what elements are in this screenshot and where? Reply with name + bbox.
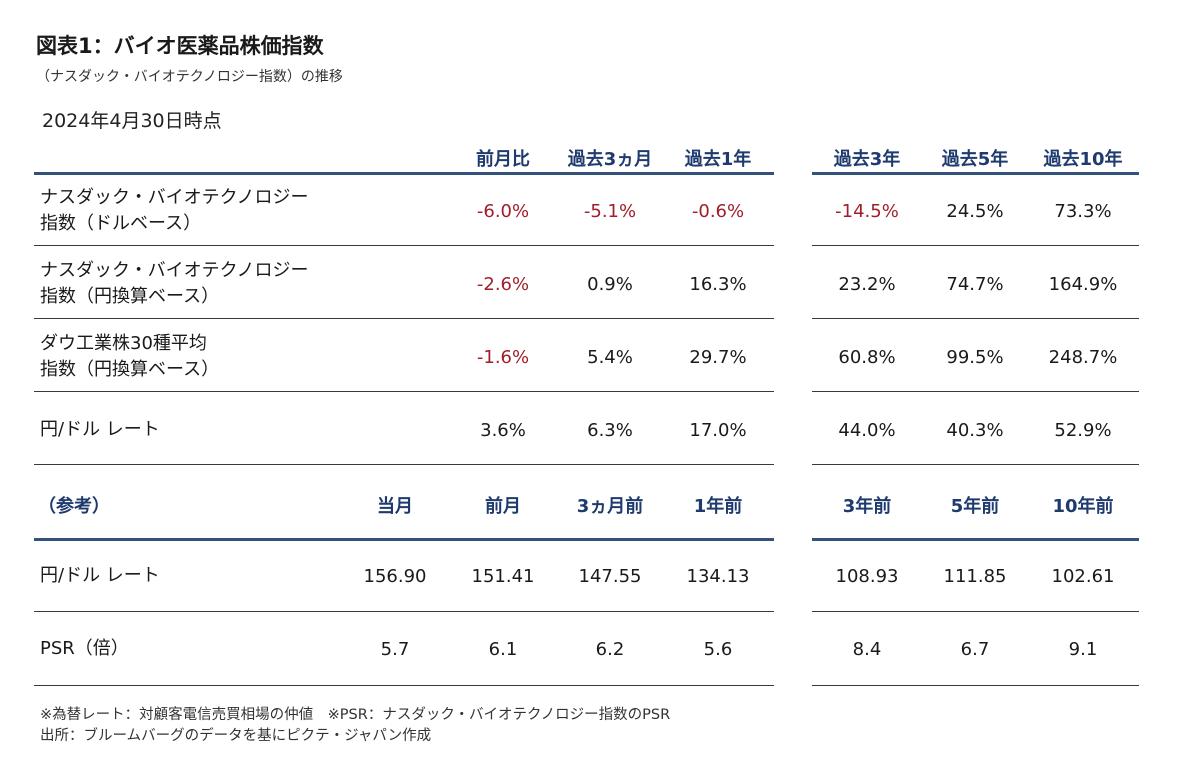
reference-label: （参考） (38, 496, 110, 517)
cell-value: 5.6 (703, 639, 733, 660)
cell-value: 111.85 (943, 566, 1007, 587)
cell-value: -5.1% (583, 201, 637, 222)
cell-value: 151.41 (471, 566, 535, 587)
cell-value: 60.8% (838, 347, 896, 368)
cell-value: 29.7% (689, 347, 747, 368)
cell-value: -0.6% (691, 201, 745, 222)
row-label: 円/ドル レート (40, 565, 160, 586)
row-divider (812, 391, 1139, 392)
cell-value: 40.3% (946, 420, 1004, 441)
ref-header: 5年前 (950, 496, 1000, 517)
cell-value: 9.1 (1068, 639, 1098, 660)
cell-value: 156.90 (363, 566, 427, 587)
row-divider (34, 391, 774, 392)
cell-value: 6.1 (488, 639, 518, 660)
cell-value: 99.5% (946, 347, 1004, 368)
row-label: ダウ工業株30種平均 指数（円換算ベース） (40, 333, 220, 380)
cell-value: 3.6% (480, 420, 526, 441)
cell-value: 8.4 (852, 639, 882, 660)
ref-header-rule-right (812, 538, 1139, 541)
cell-value: -2.6% (476, 274, 530, 295)
header-rule-left (34, 172, 774, 175)
row-divider (812, 685, 1139, 686)
cell-value: 44.0% (838, 420, 896, 441)
cell-value: 102.61 (1051, 566, 1115, 587)
ref-header: 10年前 (1052, 496, 1114, 517)
row-divider (34, 318, 774, 319)
row-divider (812, 611, 1139, 612)
cell-value: 16.3% (689, 274, 747, 295)
header-10y: 過去10年 (1043, 149, 1123, 170)
cell-value: 6.3% (587, 420, 633, 441)
cell-value: -14.5% (835, 201, 899, 222)
cell-value: 6.2 (595, 639, 625, 660)
row-divider (34, 611, 774, 612)
header-5y: 過去5年 (941, 149, 1009, 170)
cell-value: 74.7% (946, 274, 1004, 295)
header-rule-right (812, 172, 1139, 175)
row-label: 円/ドル レート (40, 419, 160, 440)
ref-header: 前月 (485, 496, 521, 517)
header-3m: 過去3ヵ月 (567, 149, 653, 170)
row-divider (34, 245, 774, 246)
page-subtitle: （ナスダック・バイオテクノロジー指数）の推移 (36, 69, 343, 85)
header-3y: 過去3年 (833, 149, 901, 170)
header-1y: 過去1年 (684, 149, 752, 170)
ref-header: 1年前 (693, 496, 743, 517)
cell-value: 5.4% (587, 347, 633, 368)
ref-header-rule-left (34, 538, 774, 541)
cell-value: 23.2% (838, 274, 896, 295)
cell-value: -6.0% (476, 201, 530, 222)
footnote-fx-psr: ※為替レート：対顧客電信売買相場の仲値 ※PSR：ナスダック・バイオテクノロジー… (40, 707, 671, 723)
cell-value: 248.7% (1048, 347, 1118, 368)
cell-value: 147.55 (578, 566, 642, 587)
ref-header: 当月 (377, 496, 413, 517)
header-1m: 前月比 (476, 149, 530, 170)
row-label: PSR（倍） (40, 638, 129, 659)
row-divider (812, 464, 1139, 465)
ref-header: 3ヵ月前 (576, 496, 644, 517)
as-of-date: 2024年4月30日時点 (42, 110, 222, 132)
footnote-source: 出所：ブルームバーグのデータを基にピクテ・ジャパン作成 (40, 728, 432, 744)
page-title: 図表1：バイオ医薬品株価指数 (36, 34, 324, 58)
row-label: ナスダック・バイオテクノロジー 指数（円換算ベース） (40, 260, 309, 307)
cell-value: 0.9% (587, 274, 633, 295)
cell-value: -1.6% (476, 347, 530, 368)
cell-value: 52.9% (1054, 420, 1112, 441)
row-label: ナスダック・バイオテクノロジー 指数（ドルベース） (40, 187, 309, 234)
cell-value: 73.3% (1054, 201, 1112, 222)
cell-value: 5.7 (380, 639, 410, 660)
row-divider (812, 245, 1139, 246)
row-divider (34, 685, 774, 686)
cell-value: 24.5% (946, 201, 1004, 222)
row-divider (812, 318, 1139, 319)
row-divider (34, 464, 774, 465)
ref-header: 3年前 (842, 496, 892, 517)
cell-value: 6.7 (960, 639, 990, 660)
cell-value: 17.0% (689, 420, 747, 441)
cell-value: 134.13 (686, 566, 750, 587)
cell-value: 164.9% (1048, 274, 1118, 295)
cell-value: 108.93 (835, 566, 899, 587)
